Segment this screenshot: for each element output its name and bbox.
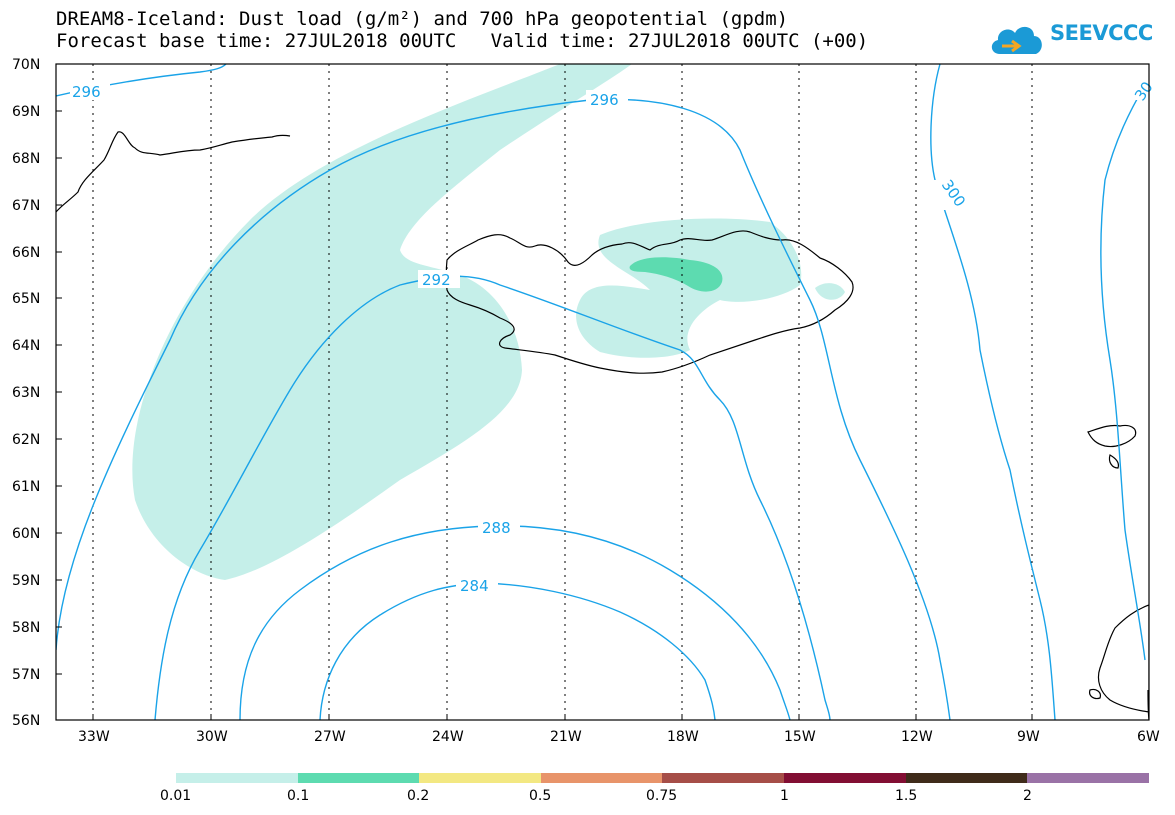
contour-label: 288 <box>482 519 511 537</box>
coastlines <box>56 131 1149 720</box>
lat-label: 61N <box>12 479 40 495</box>
lon-label: 27W <box>314 729 346 745</box>
colorbar-segment <box>784 773 906 783</box>
lon-label: 21W <box>550 729 582 745</box>
lat-label: 57N <box>12 667 40 683</box>
title-line-2: Forecast base time: 27JUL2018 00UTC Vali… <box>56 30 869 52</box>
lat-label: 65N <box>12 291 40 307</box>
latitude-axis: 70N 69N 68N 67N 66N 65N 64N 63N 62N 61N … <box>12 57 62 729</box>
colorbar-label: 0.1 <box>287 788 309 804</box>
colorbar-segment <box>176 773 298 783</box>
contour-284 <box>319 582 716 720</box>
dust-plume-large <box>132 64 632 580</box>
colorbar: 0.01 0.1 0.2 0.5 0.75 1 1.5 2 <box>160 773 1149 804</box>
colorbar-label: 2 <box>1023 788 1032 804</box>
dust-east-patch <box>815 283 845 300</box>
lat-label: 58N <box>12 620 40 636</box>
logo-text: SEEVCCC <box>1050 21 1153 45</box>
lon-label: 18W <box>667 729 699 745</box>
dust-iceland-area <box>576 218 802 358</box>
colorbar-segment <box>541 773 662 783</box>
colorbar-segment <box>298 773 419 783</box>
contour-304 <box>1100 79 1149 661</box>
contour-label: 296 <box>72 83 101 101</box>
contour-labels: 296 296 300 30 292 288 284 <box>70 76 1157 595</box>
lat-label: 69N <box>12 104 40 120</box>
lon-label: 9W <box>1017 729 1040 745</box>
colorbar-label: 1 <box>780 788 789 804</box>
lat-label: 70N <box>12 57 40 73</box>
title-line-1: DREAM8-Iceland: Dust load (g/m²) and 700… <box>56 8 789 30</box>
contour-292 <box>154 275 831 720</box>
faroe-islands <box>1087 424 1137 469</box>
lat-label: 67N <box>12 198 40 214</box>
lat-label: 59N <box>12 573 40 589</box>
colorbar-segment <box>906 773 1027 783</box>
greenland-coast <box>56 131 291 213</box>
colorbar-label: 1.5 <box>895 788 917 804</box>
colorbar-segment <box>662 773 784 783</box>
title-block: DREAM8-Iceland: Dust load (g/m²) and 700… <box>56 8 868 52</box>
lat-label: 60N <box>12 526 40 542</box>
contour-288 <box>239 525 791 720</box>
contour-label: 296 <box>590 91 619 109</box>
dust-shading <box>132 64 845 580</box>
dust-core <box>629 257 723 292</box>
contour-label: 292 <box>422 271 451 289</box>
seevccc-logo: SEEVCCC <box>988 18 1168 62</box>
lon-label: 12W <box>901 729 933 745</box>
lat-label: 62N <box>12 432 40 448</box>
lat-label: 66N <box>12 245 40 261</box>
contour-296 <box>56 98 951 720</box>
cloud-icon <box>991 26 1042 54</box>
colorbar-segment <box>419 773 541 783</box>
lon-label: 24W <box>432 729 464 745</box>
contour-label: 284 <box>460 577 489 595</box>
lon-label: 15W <box>784 729 816 745</box>
graticule <box>92 64 1033 720</box>
contour-300 <box>930 64 1056 720</box>
lon-label: 30W <box>196 729 228 745</box>
lat-label: 63N <box>12 385 40 401</box>
lon-label: 33W <box>78 729 110 745</box>
lon-label: 6W <box>1137 729 1160 745</box>
geopotential-contours <box>56 64 1149 720</box>
colorbar-label: 0.75 <box>646 788 677 804</box>
colorbar-label: 0.5 <box>529 788 551 804</box>
colorbar-segment <box>1027 773 1149 783</box>
colorbar-label: 0.01 <box>160 788 191 804</box>
colorbar-label: 0.2 <box>407 788 429 804</box>
lat-label: 56N <box>12 713 40 729</box>
lat-label: 68N <box>12 151 40 167</box>
iceland-coast <box>445 230 854 374</box>
lat-label: 64N <box>12 338 40 354</box>
longitude-axis: 33W 30W 27W 24W 21W 18W 15W 12W 9W 6W <box>78 714 1160 745</box>
